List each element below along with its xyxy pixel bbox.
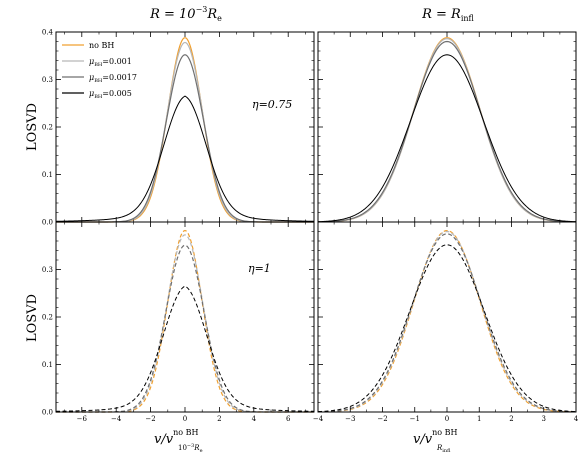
xlabel-right-sub: Rinfl [436, 444, 451, 453]
xtick-label-bottom-right-7: 3 [542, 415, 546, 423]
ytick-label-bottom-left-0: 0.0 [42, 409, 53, 417]
xtick-label-bottom-left-2: −2 [145, 415, 155, 423]
ylabel-top: LOSVD [25, 103, 40, 151]
curve-top-left-series-3 [55, 95, 315, 222]
panels: 0.0 0.1 0.2 0.3 0.4 −6 −4 −2 0 2 4 6 0.0 0.1 0.2 0.3 −4 −… [42, 29, 579, 424]
ytick-label-top-left-2: 0.2 [42, 124, 53, 132]
xtick-label-bottom-right-5: 1 [477, 415, 481, 423]
curve-bottom-left-series-3 [55, 285, 315, 412]
xlabel-left: v/vno BH [154, 428, 198, 447]
ytick-label-top-left-3: 0.3 [42, 76, 53, 84]
xtick-label-bottom-right-3: −1 [410, 415, 420, 423]
xtick-label-bottom-right-4: 0 [445, 415, 449, 423]
ytick-label-bottom-left-2: 0.2 [42, 314, 53, 322]
eta-annotation-top: η=0.75 [252, 98, 292, 111]
panel-frame-bottom-left [55, 221, 315, 413]
ytick-label-bottom-left-1: 0.1 [42, 361, 53, 369]
legend-label-mu-0001: μBH=0.001 [89, 57, 132, 68]
xtick-label-bottom-right-6: 2 [509, 415, 513, 423]
curve-top-right-series-2 [317, 40, 577, 223]
legend-label-no-bh: no BH [89, 41, 114, 50]
curve-top-left-series-1 [56, 41, 314, 223]
xtick-label-bottom-left-4: 2 [217, 415, 221, 423]
curve-bottom-left-series-1 [56, 234, 314, 413]
col-title-left: R = 10−3Re [149, 5, 222, 23]
col-title-right: R = Rinfl [421, 7, 474, 23]
legend: no BH μBH=0.001 μBH=0.0017 μBH=0.005 [62, 41, 137, 100]
xtick-label-bottom-left-6: 6 [286, 415, 291, 423]
curve-top-right-series-0 [317, 37, 577, 223]
xtick-label-bottom-right-2: −2 [377, 415, 387, 423]
xtick-label-bottom-right-8: 4 [574, 415, 579, 423]
curve-bottom-right-series-0 [317, 229, 577, 413]
curve-bottom-left-series-2 [56, 244, 314, 413]
ytick-label-top-left-1: 0.1 [42, 171, 53, 179]
ytick-label-top-left-4: 0.4 [42, 29, 54, 37]
curve-top-right-series-3 [317, 54, 577, 223]
xlabel-left-sub: 10−3Re [178, 443, 203, 453]
ytick-label-bottom-left-3: 0.3 [42, 266, 53, 274]
legend-label-mu-00017: μBH=0.0017 [89, 73, 137, 84]
xlabel-right: v/vno BH [413, 428, 457, 447]
panel-frame-top-left [55, 31, 315, 223]
xtick-label-bottom-left-3: 0 [183, 415, 187, 423]
xtick-label-bottom-right-0: −4 [313, 415, 324, 423]
curve-top-right-series-1 [317, 38, 577, 223]
ylabel-bottom: LOSVD [25, 294, 40, 342]
panel-frame-bottom-right [317, 221, 577, 413]
xtick-label-bottom-left-1: −4 [111, 415, 122, 423]
legend-label-mu-0005: μBH=0.005 [89, 89, 132, 100]
curve-bottom-right-series-3 [317, 244, 577, 413]
xtick-label-bottom-right-1: −3 [345, 415, 355, 423]
curve-bottom-right-series-2 [317, 233, 577, 413]
xtick-label-bottom-left-0: −6 [77, 415, 88, 423]
xtick-label-bottom-left-5: 4 [252, 415, 257, 423]
ytick-label-top-left-0: 0.0 [42, 219, 53, 227]
curve-bottom-left-series-0 [56, 229, 314, 413]
curve-bottom-right-series-1 [317, 230, 577, 413]
eta-annotation-bottom: η=1 [248, 262, 271, 275]
panel-frame-top-right [317, 31, 577, 223]
